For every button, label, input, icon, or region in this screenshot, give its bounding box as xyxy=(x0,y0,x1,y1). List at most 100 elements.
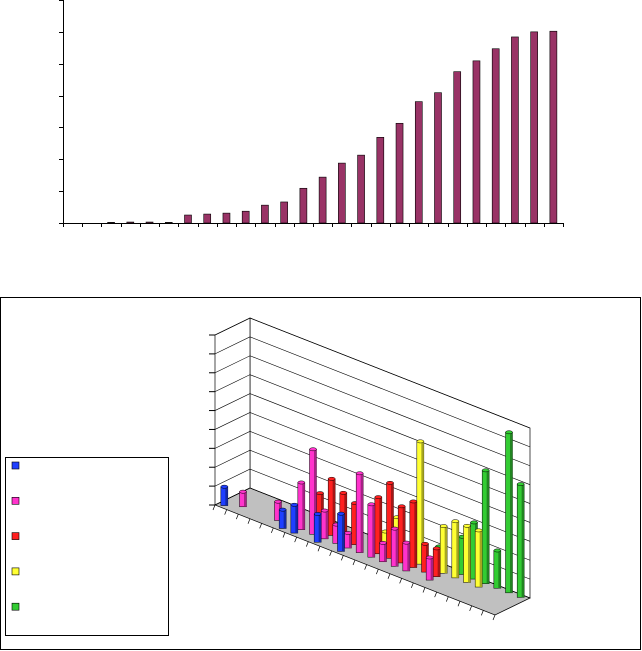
bar-shade xyxy=(498,550,501,589)
x-tick xyxy=(224,509,227,515)
bar-top xyxy=(355,471,364,476)
legend-swatch xyxy=(11,567,20,576)
bar-top xyxy=(463,523,471,528)
bar-top xyxy=(374,495,383,499)
bar-top xyxy=(416,439,425,444)
bar-shade xyxy=(342,513,345,552)
x-tick xyxy=(282,532,286,538)
x-tick xyxy=(306,541,309,547)
bar-top xyxy=(339,490,348,495)
bar xyxy=(338,162,346,224)
bar xyxy=(203,213,212,224)
bar xyxy=(184,214,192,224)
bar-top xyxy=(337,511,345,516)
x-tick xyxy=(422,587,426,593)
bar xyxy=(280,201,288,224)
x-tick xyxy=(399,578,402,584)
bar-top xyxy=(421,541,429,546)
bar-top xyxy=(481,468,490,473)
grid-line xyxy=(214,336,531,448)
bar-top xyxy=(274,499,282,504)
bar xyxy=(530,31,538,224)
x-tick xyxy=(341,555,344,561)
bar-shade xyxy=(332,478,336,536)
x-tick xyxy=(247,518,251,524)
x-tick xyxy=(212,504,216,511)
bar-top xyxy=(505,430,513,435)
bar xyxy=(357,154,365,224)
x-tick xyxy=(271,527,274,534)
bar-shade xyxy=(372,504,375,558)
bar xyxy=(511,36,519,224)
side-wall xyxy=(214,317,251,506)
bar-shade xyxy=(421,441,424,565)
bar xyxy=(376,137,385,224)
bar-shade xyxy=(437,548,441,577)
bar-top xyxy=(290,502,299,507)
bar-shade xyxy=(391,482,394,559)
bar-top xyxy=(320,508,329,513)
bar xyxy=(299,187,308,224)
x-tick xyxy=(469,605,472,611)
bar-top xyxy=(367,502,376,507)
bar-shade xyxy=(468,525,471,583)
bar xyxy=(126,221,135,224)
bar-shade xyxy=(414,501,417,568)
bar-top xyxy=(309,447,317,452)
bar xyxy=(491,48,500,224)
grid-line xyxy=(214,431,531,542)
bar-shade xyxy=(395,528,399,567)
bar-shade xyxy=(314,449,317,535)
bar-top xyxy=(516,482,525,486)
bar xyxy=(395,122,404,224)
bar-top xyxy=(493,548,502,553)
x-tick xyxy=(481,610,484,616)
x-tick xyxy=(364,564,367,570)
bar-shade xyxy=(283,509,287,529)
bar-shade xyxy=(486,470,490,584)
bar-shade xyxy=(318,513,322,543)
bar-shade xyxy=(225,486,228,506)
bar-shade xyxy=(456,521,459,578)
bar-top xyxy=(386,480,394,485)
bar-top xyxy=(278,507,287,512)
x-tick xyxy=(352,559,356,566)
bar-top xyxy=(451,519,460,524)
x-tick xyxy=(434,591,437,598)
bar-top xyxy=(297,480,306,485)
bar xyxy=(549,30,558,224)
grid-line xyxy=(214,393,531,504)
bar-shade xyxy=(244,491,247,507)
bar-top xyxy=(327,476,336,481)
legend-box xyxy=(5,457,169,636)
bar xyxy=(145,221,154,224)
bar-top xyxy=(474,528,483,533)
bar xyxy=(434,92,442,224)
bar-top xyxy=(390,526,399,531)
bar-top xyxy=(379,541,387,545)
x-tick xyxy=(294,536,297,543)
bar-shade xyxy=(325,510,329,539)
bar-top xyxy=(397,504,406,509)
x-tick xyxy=(411,582,414,589)
bar-shade xyxy=(407,542,410,571)
x-tick xyxy=(236,514,239,520)
bar-shade xyxy=(444,526,448,574)
bar xyxy=(107,222,115,224)
bar-shade xyxy=(402,506,406,563)
grid-line xyxy=(214,317,531,429)
bar-top xyxy=(402,540,411,545)
grid-line xyxy=(214,412,531,523)
bar-shade xyxy=(521,484,525,598)
bar xyxy=(414,101,423,224)
bar-shade xyxy=(430,557,434,581)
legend-swatch xyxy=(11,461,20,470)
bar-top xyxy=(432,546,441,551)
bar-top xyxy=(316,491,324,495)
x-tick xyxy=(446,596,449,602)
bar xyxy=(261,204,269,224)
bar-shade xyxy=(510,432,513,593)
grid-line xyxy=(214,468,531,580)
grid-line xyxy=(214,374,531,485)
